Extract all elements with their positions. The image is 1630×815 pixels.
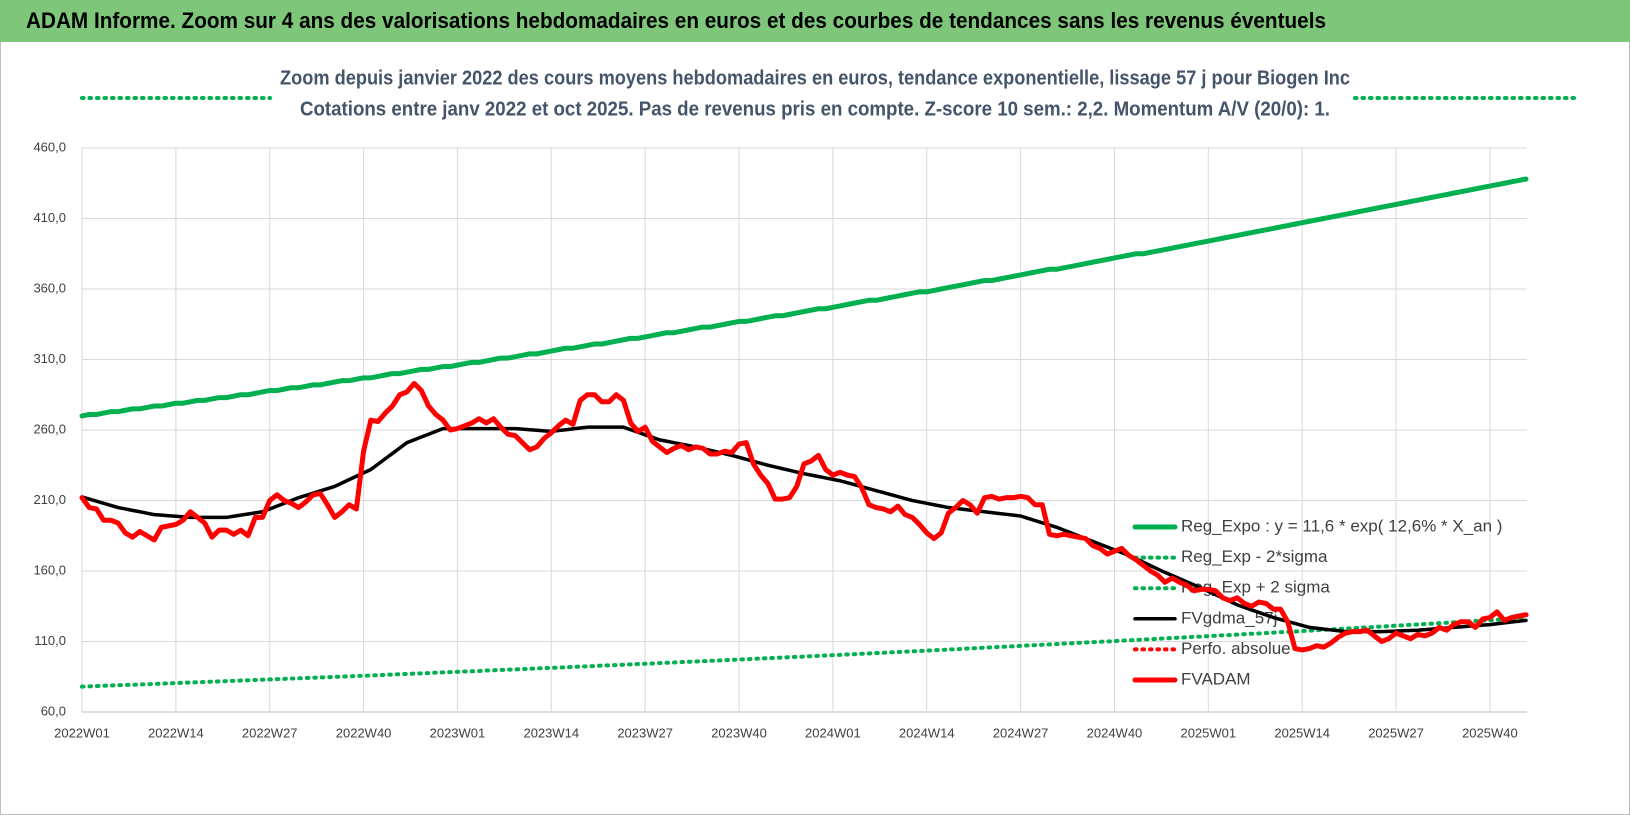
x-tick-label: 2022W14 (148, 725, 204, 740)
y-tick-label: 360,0 (33, 280, 66, 295)
y-tick-label: 160,0 (33, 562, 66, 577)
x-tick-label: 2024W14 (899, 725, 955, 740)
legend: Reg_Expo : y = 11,6 * exp( 12,6% * X_an … (1132, 516, 1502, 688)
x-tick-label: 2025W27 (1368, 725, 1424, 740)
legend-label: Reg_Expo : y = 11,6 * exp( 12,6% * X_an … (1181, 516, 1502, 535)
legend-label: Perfo. absolue (1181, 639, 1291, 658)
grid: 60,0 110,0 160,0 210,0 260,0 310,0 360,0 410,0 4… (33, 139, 1527, 740)
x-tick-label: 2025W01 (1180, 725, 1236, 740)
x-tick-label: 2023W27 (617, 725, 673, 740)
x-tick-label: 2025W40 (1462, 725, 1518, 740)
legend-label: FVADAM (1181, 669, 1251, 688)
series-line (79, 380, 1529, 653)
y-tick-label: 60,0 (41, 703, 66, 718)
series-line (80, 616, 1528, 689)
legend-label: FVgdma_57j (1181, 608, 1277, 627)
legend-label: Reg_Exp - 2*sigma (1181, 547, 1328, 566)
x-tick-label: 2024W40 (1087, 725, 1143, 740)
y-tick-label: 310,0 (33, 351, 66, 366)
y-tick-label: 110,0 (34, 633, 66, 648)
y-tick-label: 410,0 (33, 210, 66, 225)
x-tick-label: 2022W40 (336, 725, 392, 740)
chart-subtitle: Zoom depuis janvier 2022 des cours moyen… (280, 67, 1350, 89)
x-tick-label: 2023W40 (711, 725, 767, 740)
plot (79, 176, 1529, 689)
y-tick-label: 210,0 (33, 492, 66, 507)
x-tick-label: 2023W01 (430, 725, 486, 740)
x-tick-label: 2024W01 (805, 725, 861, 740)
y-tick-label: 460,0 (33, 139, 66, 154)
header-bar (0, 0, 1630, 42)
series-line (79, 176, 1529, 419)
y-tick-label: 260,0 (33, 421, 66, 436)
chart-title: ADAM Informe. Zoom sur 4 ans des valoris… (26, 8, 1326, 33)
x-tick-label: 2025W14 (1274, 725, 1330, 740)
x-tick-label: 2022W27 (242, 725, 298, 740)
x-tick-label: 2022W01 (54, 725, 110, 740)
chart-subtitle: Cotations entre janv 2022 et oct 2025. P… (300, 98, 1330, 120)
x-tick-label: 2024W27 (993, 725, 1049, 740)
x-tick-label: 2023W14 (523, 725, 579, 740)
